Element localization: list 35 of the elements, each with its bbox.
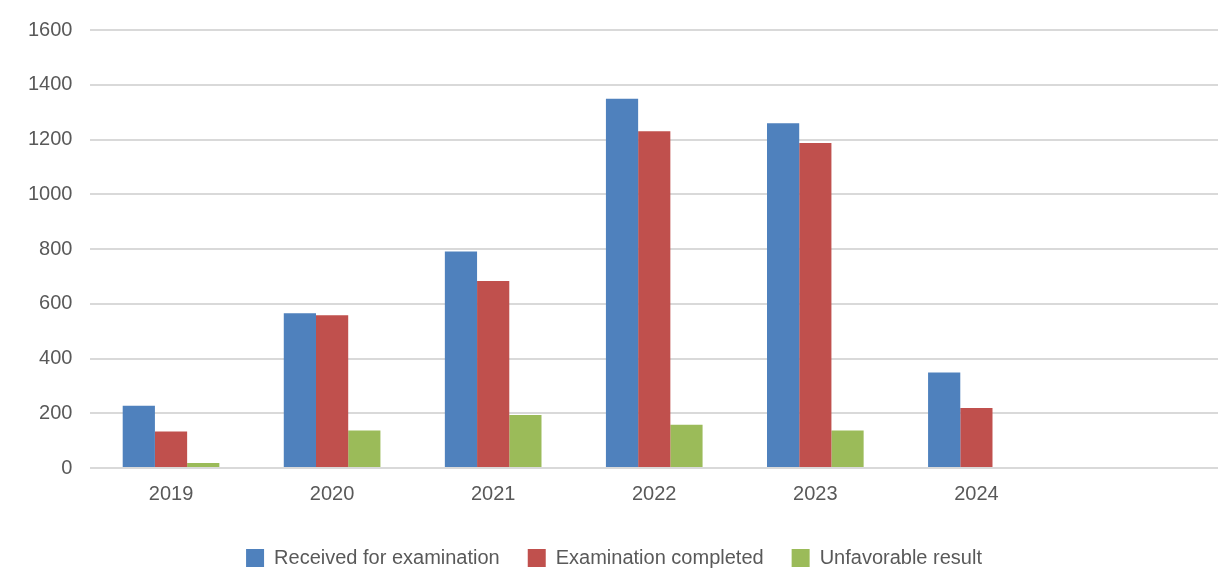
y-tick-label: 600 (39, 291, 73, 314)
bar (767, 123, 800, 467)
bar (283, 313, 316, 467)
bar (477, 281, 510, 467)
bar (960, 408, 993, 467)
x-tick-label: 2023 (793, 481, 838, 504)
bar (348, 430, 381, 467)
bar (187, 463, 220, 467)
y-tick-label: 1200 (27, 127, 73, 150)
y-tick-label: 1600 (27, 17, 73, 40)
bar (831, 430, 864, 467)
y-tick-label: 1000 (27, 181, 73, 204)
bar (605, 98, 639, 467)
bar (315, 315, 349, 467)
y-tick-label: 1400 (27, 72, 73, 95)
bar (928, 372, 961, 467)
bar (154, 431, 188, 467)
bar (670, 424, 703, 467)
y-tick-label: 0 (61, 455, 73, 478)
bar (638, 131, 671, 467)
legend-label: Unfavorable result (819, 545, 983, 568)
x-tick-label: 2020 (309, 481, 355, 504)
x-tick-label: 2019 (148, 481, 194, 504)
bar (444, 251, 478, 467)
y-tick-label: 200 (39, 400, 73, 423)
legend-label: Received for examination (274, 545, 500, 568)
bar (122, 405, 155, 467)
bar (799, 143, 832, 467)
y-tick-label: 800 (39, 236, 73, 259)
x-tick-label: 2022 (632, 481, 677, 504)
y-tick-label: 400 (39, 346, 73, 369)
bar (509, 414, 542, 467)
x-tick-label: 2021 (470, 481, 516, 504)
x-tick-label: 2024 (954, 481, 999, 504)
legend-label: Examination completed (555, 545, 764, 568)
